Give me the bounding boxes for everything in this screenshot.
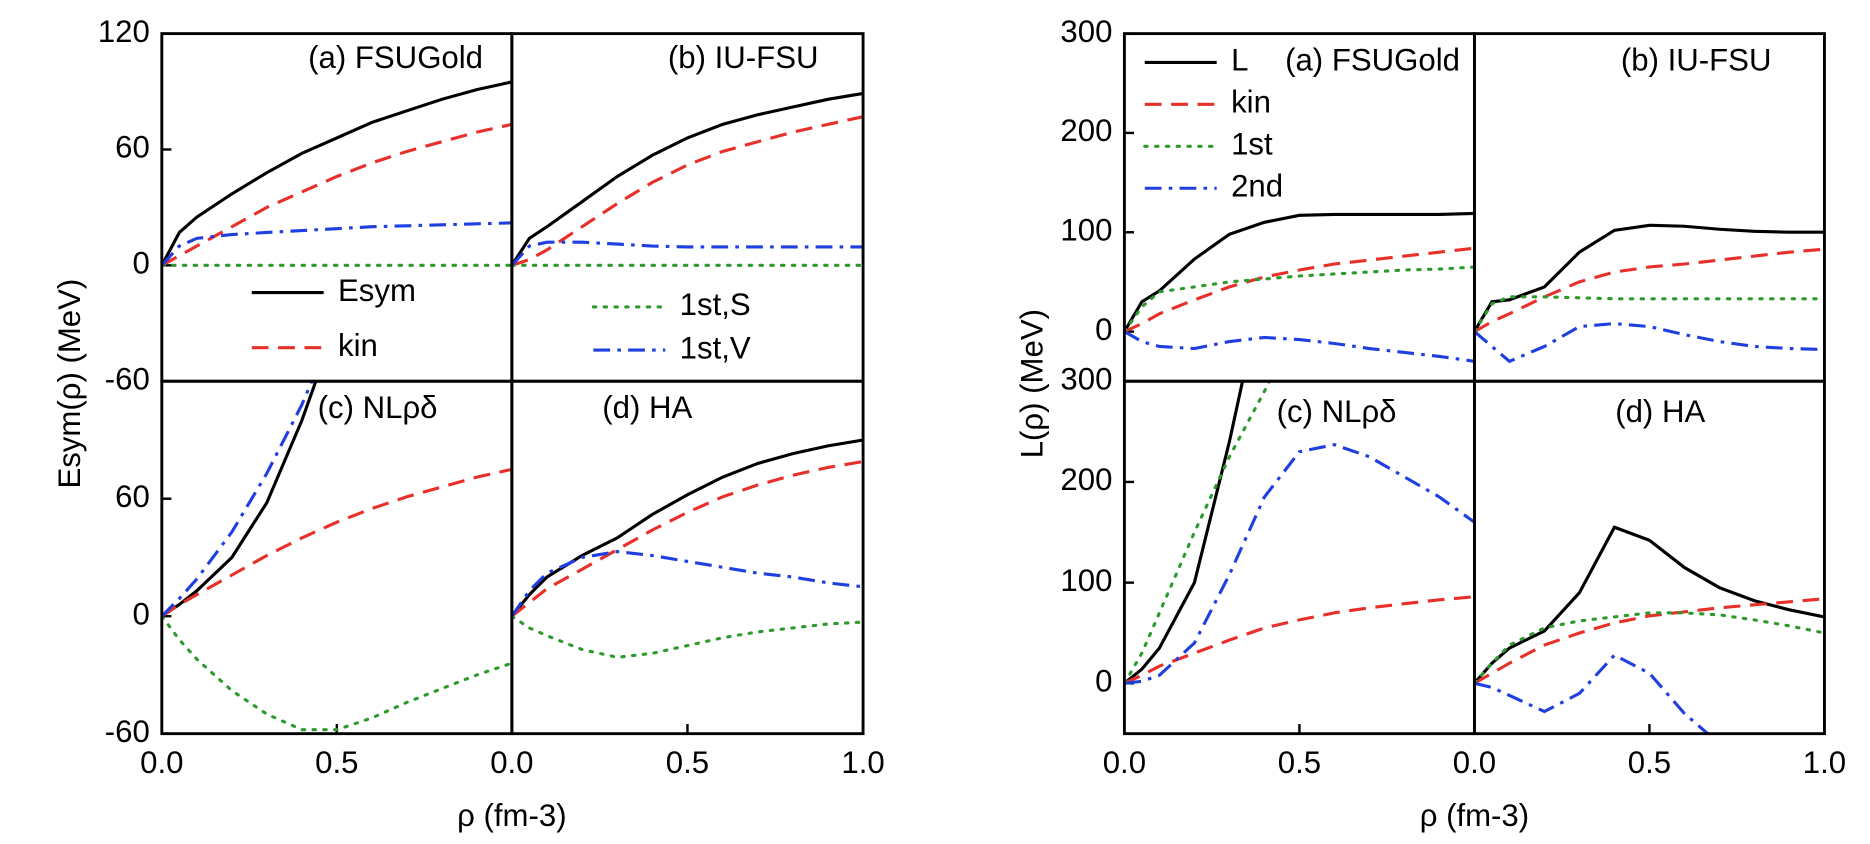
legend-label: 1st bbox=[1231, 127, 1273, 162]
y-axis-label: Esym(ρ) (MeV) bbox=[52, 279, 87, 489]
x-tick-label: 1.0 bbox=[1803, 745, 1846, 780]
panel-frame bbox=[1472, 379, 1826, 736]
plot-area bbox=[511, 91, 864, 267]
x-tick-label: 0.5 bbox=[315, 745, 358, 780]
plot-area bbox=[1474, 525, 1825, 734]
panel-title: (a) FSUGold bbox=[1285, 43, 1460, 78]
series-line bbox=[1124, 381, 1272, 685]
panel-frame bbox=[1472, 32, 1826, 383]
panel-title: (c) NLρδ bbox=[318, 390, 438, 425]
x-tick-label: 1.0 bbox=[841, 745, 884, 780]
series-line bbox=[1474, 597, 1825, 685]
plot-area bbox=[161, 381, 512, 732]
legend-label: 1st,V bbox=[680, 330, 751, 365]
plot-area bbox=[1124, 381, 1475, 685]
y-tick-label: -60 bbox=[105, 714, 150, 749]
x-tick-label: 0.5 bbox=[1628, 745, 1671, 780]
series-line bbox=[1474, 247, 1825, 333]
plot-area bbox=[161, 80, 512, 267]
series-line bbox=[1474, 653, 1711, 734]
x-axis-label: ρ (fm-3) bbox=[1420, 798, 1529, 833]
series-line bbox=[511, 240, 864, 267]
panel-title: (c) NLρδ bbox=[1277, 394, 1397, 429]
panel-title: (b) IU-FSU bbox=[1621, 43, 1772, 78]
y-tick-label: 100 bbox=[1060, 212, 1112, 247]
x-tick-label: 0.0 bbox=[490, 745, 533, 780]
legend-label: 1st,S bbox=[680, 287, 751, 322]
series-line bbox=[1124, 330, 1475, 363]
series-line bbox=[161, 467, 512, 618]
series-line bbox=[511, 115, 864, 267]
x-axis-label: ρ (fm-3) bbox=[457, 798, 566, 833]
x-tick-label: 0.5 bbox=[666, 745, 709, 780]
series-line bbox=[511, 550, 864, 618]
legend-label: kin bbox=[338, 328, 378, 363]
y-tick-label: 0 bbox=[1095, 312, 1112, 347]
series-line bbox=[1474, 322, 1825, 364]
y-axis-label: L(ρ) (MeV) bbox=[1015, 309, 1050, 458]
y-tick-label: -60 bbox=[105, 361, 150, 396]
series-line bbox=[1474, 223, 1825, 333]
plot-area bbox=[1474, 223, 1825, 364]
x-tick-label: 0.0 bbox=[140, 745, 183, 780]
panel-title: (b) IU-FSU bbox=[668, 40, 819, 75]
series-line bbox=[1124, 381, 1245, 685]
x-tick-label: 0.5 bbox=[1278, 745, 1321, 780]
series-line bbox=[161, 221, 512, 267]
series-line bbox=[1474, 611, 1825, 685]
x-tick-label: 0.0 bbox=[1103, 745, 1146, 780]
y-tick-label: 100 bbox=[1060, 563, 1112, 598]
panel-frame bbox=[160, 32, 514, 383]
y-tick-label: 60 bbox=[115, 479, 150, 514]
series-line bbox=[1124, 265, 1475, 334]
y-tick-label: 200 bbox=[1060, 113, 1112, 148]
legend-label: 2nd bbox=[1231, 168, 1283, 203]
series-line bbox=[1474, 295, 1825, 334]
series-line bbox=[511, 91, 864, 267]
panel-title: (a) FSUGold bbox=[308, 40, 483, 75]
y-tick-label: 300 bbox=[1060, 14, 1112, 49]
series-line bbox=[511, 460, 864, 618]
series-line bbox=[161, 381, 314, 618]
panel-title: (d) HA bbox=[602, 390, 692, 425]
series-line bbox=[1124, 211, 1475, 333]
series-line bbox=[1124, 595, 1475, 685]
panel-frame bbox=[510, 32, 865, 383]
panel-frame bbox=[1122, 379, 1476, 736]
y-tick-label: 200 bbox=[1060, 462, 1112, 497]
series-line bbox=[511, 614, 864, 659]
series-line bbox=[161, 381, 318, 618]
series-line bbox=[161, 122, 512, 267]
panel-frame bbox=[1122, 32, 1476, 383]
legend-label: Esym bbox=[338, 273, 416, 308]
panel-frame bbox=[510, 379, 865, 736]
series-line bbox=[1474, 525, 1825, 685]
y-tick-label: 0 bbox=[133, 596, 150, 631]
series-line bbox=[161, 614, 512, 732]
y-tick-label: 120 bbox=[98, 14, 150, 49]
legend-label: L bbox=[1231, 43, 1248, 78]
series-line bbox=[161, 80, 512, 267]
series-line bbox=[1124, 246, 1475, 334]
series-line bbox=[1124, 443, 1475, 685]
y-tick-label: 300 bbox=[1060, 361, 1112, 396]
y-tick-label: 60 bbox=[115, 130, 150, 165]
x-tick-label: 0.0 bbox=[1453, 745, 1496, 780]
legend-label: kin bbox=[1231, 85, 1271, 120]
panel-title: (d) HA bbox=[1615, 394, 1705, 429]
plot-area bbox=[1124, 211, 1475, 363]
plot-area bbox=[511, 438, 864, 659]
y-tick-label: 0 bbox=[1095, 664, 1112, 699]
series-line bbox=[511, 438, 864, 618]
y-tick-label: 0 bbox=[133, 246, 150, 281]
